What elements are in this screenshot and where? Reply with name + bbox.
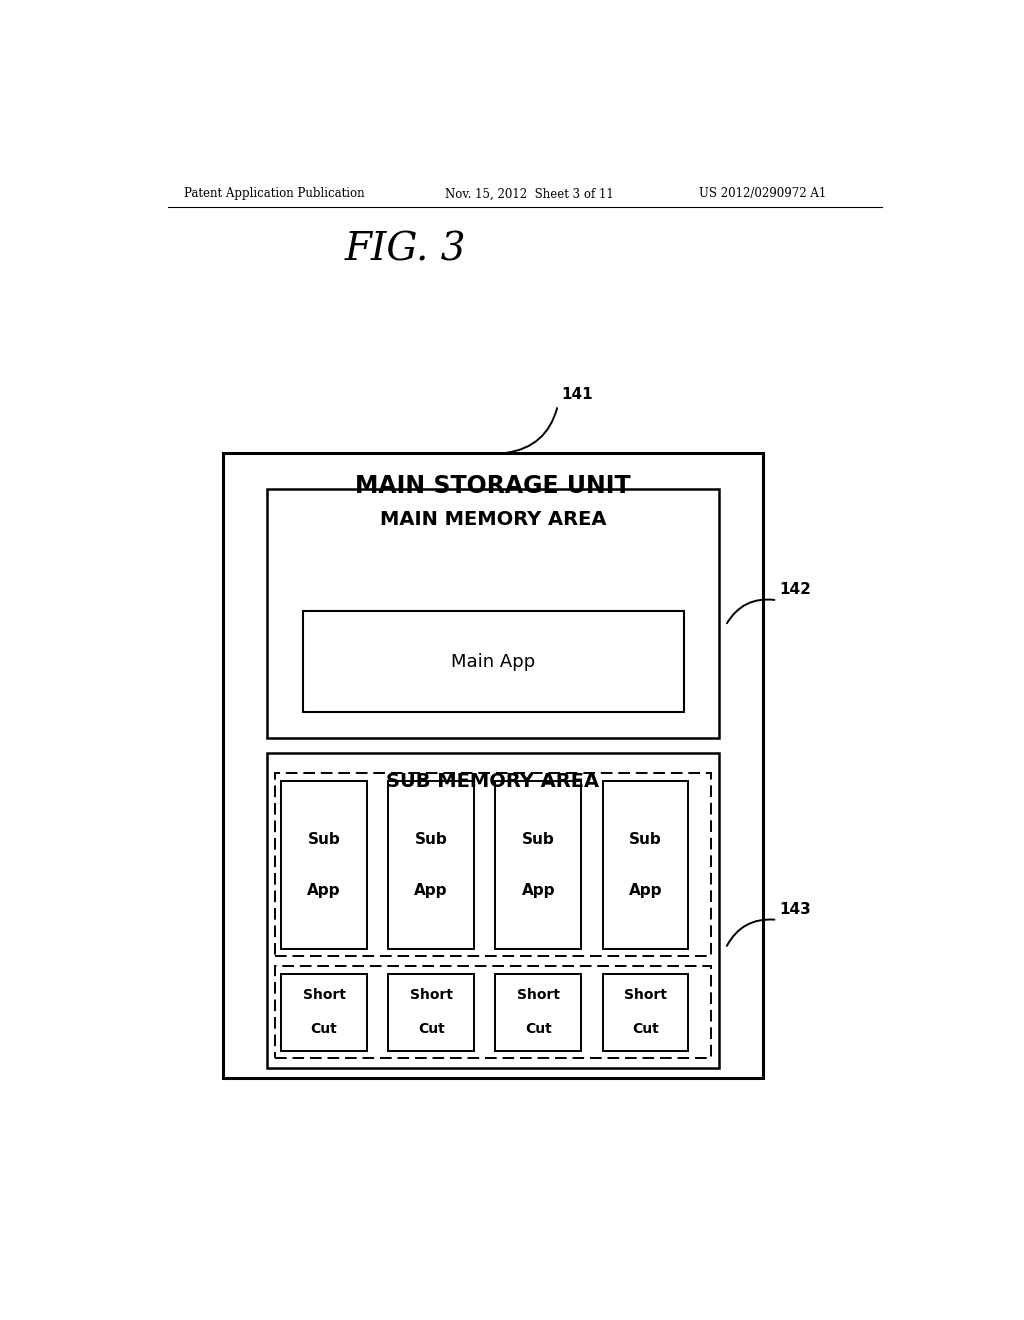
Text: Sub: Sub xyxy=(307,833,340,847)
Text: US 2012/0290972 A1: US 2012/0290972 A1 xyxy=(699,187,826,201)
Text: Cut: Cut xyxy=(525,1023,552,1036)
Bar xyxy=(602,974,688,1051)
Text: Sub: Sub xyxy=(629,833,662,847)
Text: Nov. 15, 2012  Sheet 3 of 11: Nov. 15, 2012 Sheet 3 of 11 xyxy=(445,187,614,201)
Text: SUB MEMORY AREA: SUB MEMORY AREA xyxy=(386,772,600,791)
Text: Sub: Sub xyxy=(522,833,555,847)
Text: MAIN STORAGE UNIT: MAIN STORAGE UNIT xyxy=(355,474,631,498)
Text: Short: Short xyxy=(624,987,667,1002)
Bar xyxy=(602,781,688,949)
Bar xyxy=(282,974,367,1051)
Text: App: App xyxy=(307,883,341,898)
Bar xyxy=(496,781,582,949)
Text: Patent Application Publication: Patent Application Publication xyxy=(183,187,365,201)
Bar xyxy=(303,611,684,713)
Text: Short: Short xyxy=(410,987,453,1002)
Bar xyxy=(223,453,763,1078)
Bar xyxy=(267,488,719,738)
Text: Main App: Main App xyxy=(451,652,536,671)
Bar xyxy=(267,752,719,1068)
Text: Short: Short xyxy=(517,987,560,1002)
Bar xyxy=(388,974,474,1051)
Bar xyxy=(274,774,712,956)
Text: Short: Short xyxy=(302,987,345,1002)
Text: MAIN MEMORY AREA: MAIN MEMORY AREA xyxy=(380,510,606,529)
Bar xyxy=(496,974,582,1051)
Bar xyxy=(274,966,712,1057)
Text: FIG. 3: FIG. 3 xyxy=(345,231,467,268)
Text: Cut: Cut xyxy=(310,1023,337,1036)
Text: App: App xyxy=(415,883,447,898)
Text: 143: 143 xyxy=(779,902,811,917)
Text: 142: 142 xyxy=(779,582,811,597)
Bar xyxy=(282,781,367,949)
Text: Sub: Sub xyxy=(415,833,447,847)
Text: 141: 141 xyxy=(562,387,593,403)
Text: App: App xyxy=(521,883,555,898)
Text: Cut: Cut xyxy=(632,1023,658,1036)
Text: App: App xyxy=(629,883,663,898)
Text: Cut: Cut xyxy=(418,1023,444,1036)
Bar xyxy=(388,781,474,949)
